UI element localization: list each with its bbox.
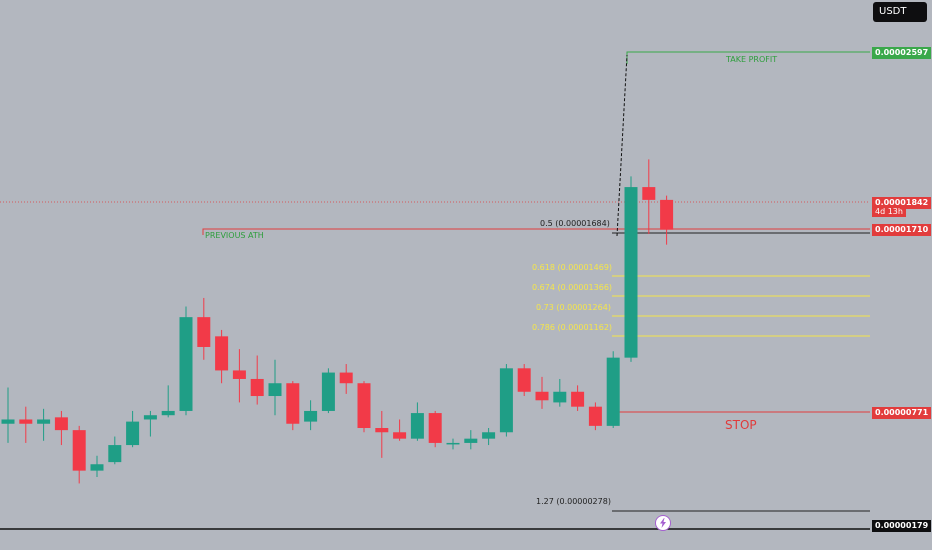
candle-body [179,317,193,411]
candle-body [1,419,15,424]
fib-0.73-label: 0.73 (0.00001264) [536,303,611,312]
candle-body [54,417,68,431]
candle-body [588,406,602,426]
candle-body [339,372,353,384]
candle-body [535,391,549,401]
candle-body [143,415,157,420]
fib-0.786-label: 0.786 (0.00001162) [532,323,613,332]
projection-dashed-line [616,54,628,237]
candle-body [624,187,638,358]
candle-body [642,187,656,200]
candle-body [428,413,442,443]
stop-price-tag: 0.00000771 [872,407,932,419]
current-price-tag: 0.00001842 [872,197,932,209]
candle-body [304,410,318,422]
candle-body [108,445,122,463]
candle-body [393,432,407,439]
stop-line [610,405,870,413]
take-profit-price-tag: 0.00002597 [872,47,932,59]
candles-group [1,159,674,484]
candle-body [72,430,86,471]
previous-ath-label: PREVIOUS ATH [205,231,264,240]
fib-1.27-label: 1.27 (0.00000278) [536,497,611,506]
currency-selector-button[interactable]: USDT [873,2,927,22]
take-profit-label: TAKE PROFIT [726,55,778,64]
candle-body [250,378,264,397]
lightning-glyph [660,518,666,528]
lightning-icon[interactable] [655,515,671,531]
bottom-price-tag: 0.00000179 [872,520,932,532]
previous-ath-line [202,228,870,235]
candle-body [517,368,531,392]
candle-body [161,410,175,416]
candle-body [37,419,51,424]
candle-body [571,391,585,407]
candle-body [660,199,674,230]
candle-body [215,336,229,371]
candle-body [321,372,335,411]
candle-body [553,391,567,403]
candle-body [357,383,371,429]
candle-body [606,357,620,426]
candle-body [90,464,104,471]
candle-body [126,421,140,446]
previous-ath-price-tag: 0.00001710 [872,224,932,236]
candle-body [19,419,33,424]
candle-body [499,368,513,433]
candle-body [268,383,282,397]
fib-0.5-label: 0.5 (0.00001684) [540,219,610,228]
candle-body [232,370,246,379]
candle-body [375,428,389,433]
fib-0.674-label: 0.674 (0.00001366) [532,283,613,292]
candle-body [446,442,460,445]
candle-body [464,438,478,443]
candle-body [197,317,211,347]
candle-countdown: 4d 13h [872,207,906,217]
candle-body [410,413,424,439]
candle-body [286,383,300,424]
candle-body [482,432,496,439]
fib-0.618-label: 0.618 (0.00001469) [532,263,613,272]
stop-label: STOP [725,418,757,432]
